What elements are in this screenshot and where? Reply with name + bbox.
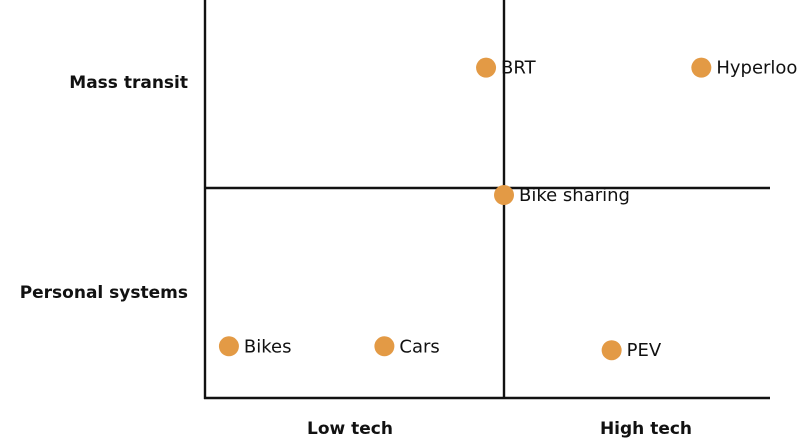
points-layer: BRT Hyperloop Bike sharing Bikes Cars PEV xyxy=(218,57,798,361)
point-label-hyperloop: Hyperloop xyxy=(716,58,798,79)
col-label-high-tech: High tech xyxy=(600,419,692,439)
row-label-mass-transit: Mass transit xyxy=(69,73,188,93)
point-label-bike-sharing: Bike sharing xyxy=(519,185,630,206)
point-label-bikes: Bikes xyxy=(244,336,292,357)
row-label-personal-systems: Personal systems xyxy=(20,283,188,303)
point-marker-brt xyxy=(476,57,497,78)
point-label-cars: Cars xyxy=(399,336,439,357)
point-label-pev: PEV xyxy=(627,340,662,361)
point-cars: Cars xyxy=(374,336,440,357)
point-marker-pev xyxy=(601,340,622,361)
point-hyperloop: Hyperloop xyxy=(691,57,798,79)
point-brt: BRT xyxy=(476,57,537,79)
point-label-brt: BRT xyxy=(501,58,537,79)
point-bike-sharing: Bike sharing xyxy=(494,185,630,206)
point-marker-cars xyxy=(374,336,395,357)
point-pev: PEV xyxy=(601,340,662,361)
point-marker-bike-sharing xyxy=(494,185,514,206)
point-marker-bikes xyxy=(218,336,239,357)
col-label-low-tech: Low tech xyxy=(307,419,393,439)
point-bikes: Bikes xyxy=(218,336,292,357)
point-marker-hyperloop xyxy=(691,57,712,78)
